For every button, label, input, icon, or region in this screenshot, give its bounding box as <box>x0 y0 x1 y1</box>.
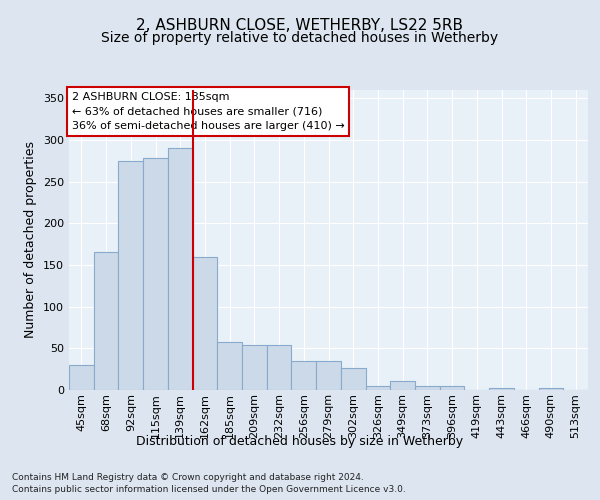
Bar <box>69 365 94 390</box>
Bar <box>341 368 365 390</box>
Bar <box>143 158 168 390</box>
Bar <box>94 252 118 390</box>
Text: 2, ASHBURN CLOSE, WETHERBY, LS22 5RB: 2, ASHBURN CLOSE, WETHERBY, LS22 5RB <box>137 18 464 32</box>
Bar <box>539 388 563 390</box>
Bar <box>242 345 267 390</box>
Text: Distribution of detached houses by size in Wetherby: Distribution of detached houses by size … <box>136 435 464 448</box>
Bar <box>217 342 242 390</box>
Text: Size of property relative to detached houses in Wetherby: Size of property relative to detached ho… <box>101 31 499 45</box>
Text: Contains public sector information licensed under the Open Government Licence v3: Contains public sector information licen… <box>12 485 406 494</box>
Text: Contains HM Land Registry data © Crown copyright and database right 2024.: Contains HM Land Registry data © Crown c… <box>12 472 364 482</box>
Bar <box>390 381 415 390</box>
Bar <box>193 256 217 390</box>
Bar <box>440 386 464 390</box>
Bar <box>118 161 143 390</box>
Bar <box>415 386 440 390</box>
Bar <box>316 361 341 390</box>
Bar <box>365 386 390 390</box>
Bar <box>267 345 292 390</box>
Text: 2 ASHBURN CLOSE: 135sqm
← 63% of detached houses are smaller (716)
36% of semi-d: 2 ASHBURN CLOSE: 135sqm ← 63% of detache… <box>71 92 344 131</box>
Y-axis label: Number of detached properties: Number of detached properties <box>25 142 37 338</box>
Bar <box>168 148 193 390</box>
Bar <box>489 388 514 390</box>
Bar <box>292 361 316 390</box>
